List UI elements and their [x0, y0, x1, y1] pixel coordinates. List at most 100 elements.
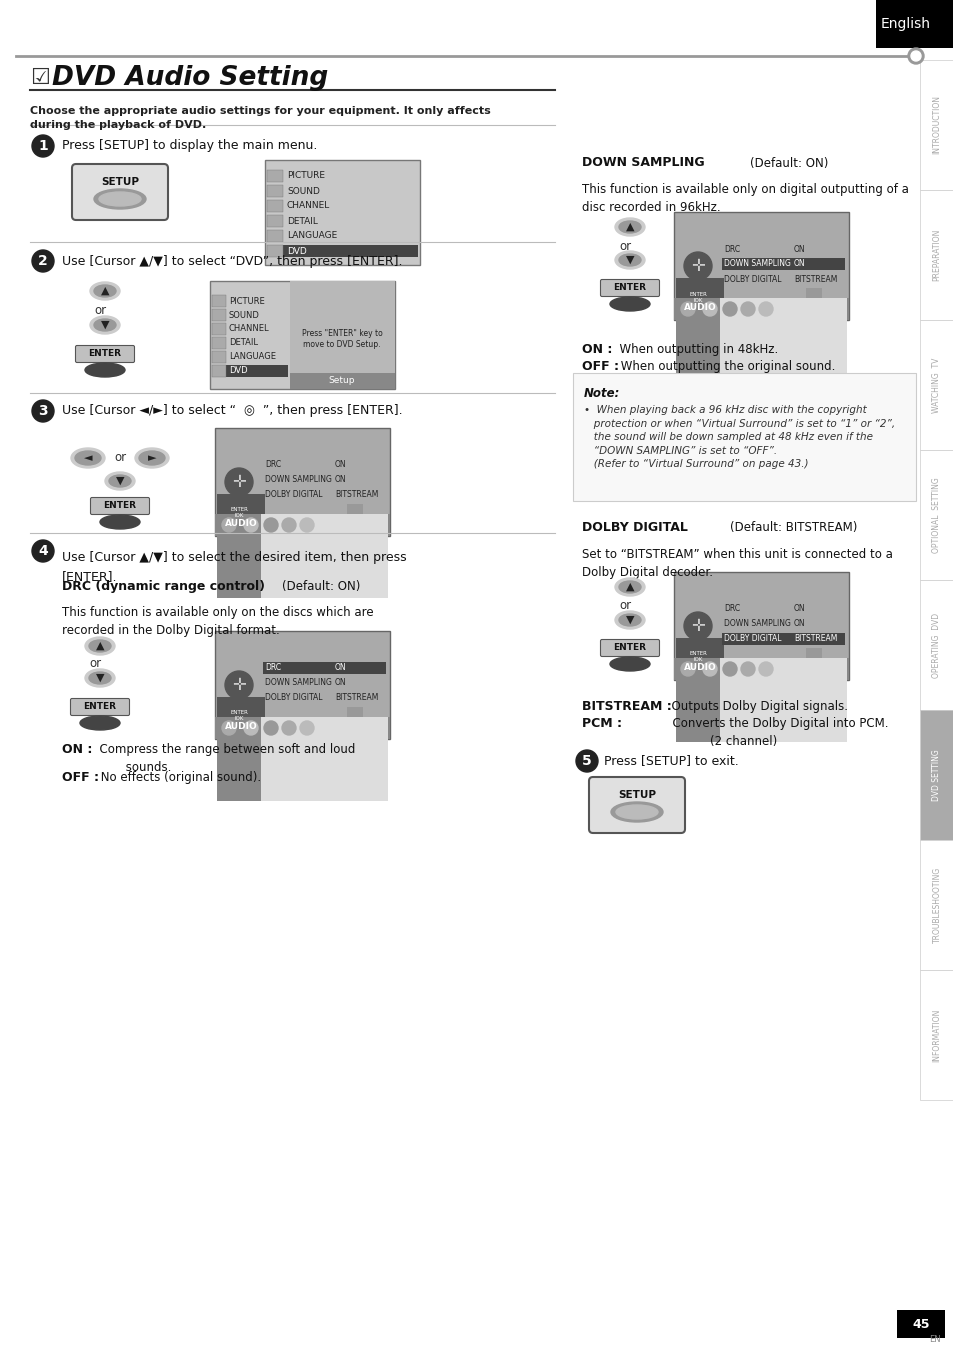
FancyBboxPatch shape [216, 717, 388, 801]
Text: CHANNEL: CHANNEL [229, 325, 270, 333]
Text: IOK: IOK [693, 298, 702, 302]
Text: DVD: DVD [287, 247, 307, 256]
FancyBboxPatch shape [290, 280, 395, 373]
Text: or: or [93, 303, 106, 317]
FancyBboxPatch shape [71, 164, 168, 220]
FancyBboxPatch shape [216, 514, 388, 599]
Ellipse shape [85, 363, 125, 377]
Text: BITSTREAM :: BITSTREAM : [581, 700, 671, 713]
Text: ON: ON [793, 604, 804, 613]
Text: Use [Cursor ▲/▼] to select “DVD”, then press [ENTER].: Use [Cursor ▲/▼] to select “DVD”, then p… [62, 255, 402, 267]
Text: ▼: ▼ [115, 476, 124, 487]
FancyBboxPatch shape [71, 698, 130, 716]
Ellipse shape [105, 472, 135, 491]
Text: DOWN SAMPLING: DOWN SAMPLING [265, 476, 332, 484]
Circle shape [225, 671, 253, 700]
Text: ENTER: ENTER [103, 501, 136, 511]
Text: Compress the range between soft and loud
         sounds.: Compress the range between soft and loud… [91, 743, 355, 774]
Text: OPTIONAL  SETTING: OPTIONAL SETTING [931, 477, 941, 553]
Circle shape [680, 302, 695, 315]
Text: SOUND: SOUND [287, 186, 319, 195]
FancyBboxPatch shape [212, 324, 226, 336]
Text: ENTER: ENTER [613, 643, 646, 652]
Text: PICTURE: PICTURE [287, 171, 325, 181]
FancyBboxPatch shape [673, 298, 848, 319]
Text: or: or [618, 240, 630, 252]
FancyBboxPatch shape [676, 638, 723, 658]
Text: DOLBY DIGITAL: DOLBY DIGITAL [581, 522, 687, 535]
FancyBboxPatch shape [210, 280, 395, 390]
Text: ☑: ☑ [30, 67, 50, 88]
Text: (Default: BITSTREAM): (Default: BITSTREAM) [729, 522, 857, 535]
Text: DOLBY DIGITAL: DOLBY DIGITAL [723, 635, 781, 643]
FancyBboxPatch shape [919, 319, 953, 450]
FancyBboxPatch shape [265, 160, 419, 266]
Text: ▲: ▲ [101, 286, 110, 297]
Text: ▼: ▼ [101, 319, 110, 330]
FancyBboxPatch shape [214, 429, 390, 537]
FancyBboxPatch shape [919, 710, 953, 840]
Ellipse shape [94, 284, 116, 297]
FancyBboxPatch shape [676, 658, 846, 741]
FancyBboxPatch shape [673, 572, 848, 679]
Circle shape [722, 302, 737, 315]
Text: PICTURE: PICTURE [229, 297, 265, 306]
FancyBboxPatch shape [216, 514, 261, 599]
Ellipse shape [135, 448, 169, 468]
Circle shape [759, 302, 772, 315]
Circle shape [282, 721, 295, 735]
Text: PCM :: PCM : [581, 717, 621, 731]
Text: DVD Audio Setting: DVD Audio Setting [52, 65, 328, 92]
Text: ENTER: ENTER [89, 349, 121, 359]
Text: ON: ON [335, 461, 346, 469]
FancyBboxPatch shape [91, 497, 150, 515]
Text: SETUP: SETUP [618, 790, 656, 799]
Circle shape [225, 468, 253, 496]
Ellipse shape [94, 319, 116, 332]
Text: ▲: ▲ [625, 222, 634, 232]
Text: ON: ON [335, 476, 346, 484]
Circle shape [680, 662, 695, 675]
Text: ✛: ✛ [232, 473, 246, 491]
Text: AUDIO: AUDIO [683, 303, 716, 313]
FancyBboxPatch shape [267, 245, 417, 257]
Text: This function is available only on digital outputting of a
disc recorded in 96kH: This function is available only on digit… [581, 183, 908, 214]
Text: or: or [113, 452, 126, 465]
Text: ✛: ✛ [690, 617, 704, 635]
FancyBboxPatch shape [919, 450, 953, 580]
Ellipse shape [71, 448, 105, 468]
Circle shape [702, 302, 717, 315]
Text: INFORMATION: INFORMATION [931, 1008, 941, 1062]
Circle shape [244, 518, 257, 532]
Text: BITSTREAM: BITSTREAM [793, 275, 837, 283]
FancyBboxPatch shape [216, 493, 265, 514]
Text: SETUP: SETUP [101, 177, 139, 187]
FancyBboxPatch shape [267, 214, 283, 226]
Ellipse shape [618, 221, 640, 233]
Text: ENTER: ENTER [230, 710, 248, 716]
Text: ON: ON [335, 678, 346, 687]
Text: DRC: DRC [265, 461, 281, 469]
Text: When outputting the original sound.: When outputting the original sound. [617, 360, 835, 373]
FancyBboxPatch shape [781, 648, 796, 662]
Ellipse shape [80, 716, 120, 731]
Text: DOWN SAMPLING: DOWN SAMPLING [265, 678, 332, 687]
Text: (Default: ON): (Default: ON) [749, 156, 827, 170]
FancyBboxPatch shape [347, 504, 363, 518]
Circle shape [32, 541, 54, 562]
Text: ON :: ON : [62, 743, 92, 756]
FancyBboxPatch shape [322, 706, 337, 721]
Ellipse shape [89, 640, 111, 652]
Ellipse shape [609, 297, 649, 311]
Text: Set to “BITSTREAM” when this unit is connected to a
Dolby Digital decoder.: Set to “BITSTREAM” when this unit is con… [581, 549, 892, 580]
Text: 2: 2 [38, 253, 48, 268]
FancyBboxPatch shape [267, 200, 283, 212]
Text: DETAIL: DETAIL [287, 217, 317, 225]
FancyBboxPatch shape [919, 190, 953, 319]
Text: BITSTREAM: BITSTREAM [335, 491, 378, 500]
Text: DOWN SAMPLING: DOWN SAMPLING [723, 260, 790, 268]
Circle shape [722, 662, 737, 675]
Circle shape [222, 721, 235, 735]
Text: DOWN SAMPLING: DOWN SAMPLING [723, 620, 790, 628]
Text: ▲: ▲ [95, 642, 104, 651]
